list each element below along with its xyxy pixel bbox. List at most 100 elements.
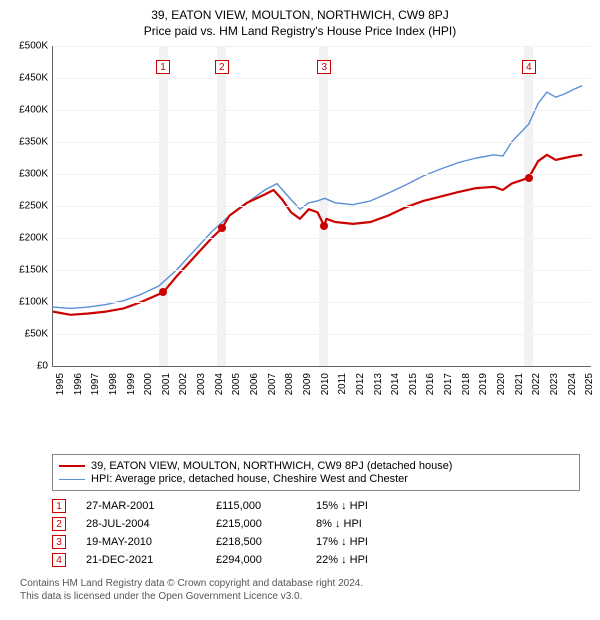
x-tick-label: 2000: [143, 373, 154, 395]
sale-row: 4 21-DEC-2021£294,00022% ↓ HPI: [52, 553, 580, 567]
sale-diff: 22% ↓ HPI: [316, 554, 426, 566]
y-tick-label: £0: [37, 361, 48, 372]
sale-row-index: 4: [52, 553, 66, 567]
x-tick-label: 2015: [408, 373, 419, 395]
x-tick-label: 1996: [73, 373, 84, 395]
y-axis: £0£50K£100K£150K£200K£250K£300K£350K£400…: [8, 46, 50, 366]
sale-date: 19-MAY-2010: [86, 536, 216, 548]
gridline: [53, 270, 591, 271]
x-tick-label: 2023: [549, 373, 560, 395]
footer-line1: Contains HM Land Registry data © Crown c…: [20, 577, 580, 590]
x-tick-label: 2025: [584, 373, 595, 395]
x-tick-label: 1999: [126, 373, 137, 395]
y-tick-label: £400K: [19, 105, 48, 116]
sale-date: 28-JUL-2004: [86, 518, 216, 530]
x-tick-label: 2005: [231, 373, 242, 395]
x-tick-label: 2013: [373, 373, 384, 395]
gridline: [53, 302, 591, 303]
sale-diff: 15% ↓ HPI: [316, 500, 426, 512]
x-tick-label: 2010: [320, 373, 331, 395]
sale-marker-box: 3: [317, 60, 331, 74]
footer-line2: This data is licensed under the Open Gov…: [20, 590, 580, 603]
series-price_paid: [53, 155, 582, 315]
chart-subtitle: Price paid vs. HM Land Registry's House …: [0, 24, 600, 38]
sale-marker-box: 4: [522, 60, 536, 74]
y-tick-label: £150K: [19, 265, 48, 276]
legend: 39, EATON VIEW, MOULTON, NORTHWICH, CW9 …: [52, 454, 580, 491]
sale-diff: 8% ↓ HPI: [316, 518, 426, 530]
sale-price: £218,500: [216, 536, 316, 548]
x-tick-label: 2009: [302, 373, 313, 395]
sale-row-index: 2: [52, 517, 66, 531]
chart-title-address: 39, EATON VIEW, MOULTON, NORTHWICH, CW9 …: [0, 8, 600, 22]
sales-table: 1 27-MAR-2001£115,00015% ↓ HPI 2 28-JUL-200…: [52, 499, 580, 567]
x-tick-label: 2011: [337, 373, 348, 395]
legend-label-hpi: HPI: Average price, detached house, Ches…: [91, 473, 408, 485]
gridline: [53, 142, 591, 143]
y-tick-label: £100K: [19, 297, 48, 308]
x-tick-label: 1998: [108, 373, 119, 395]
footer: Contains HM Land Registry data © Crown c…: [20, 577, 580, 603]
x-axis: 1995 1996 1997 1998 1999 2000 2001 2002 2003 2004…: [52, 369, 590, 409]
sale-point-marker: [320, 222, 328, 230]
x-tick-label: 2003: [196, 373, 207, 395]
sale-row-index: 1: [52, 499, 66, 513]
legend-row-price-paid: 39, EATON VIEW, MOULTON, NORTHWICH, CW9 …: [59, 460, 573, 472]
x-tick-label: 2007: [267, 373, 278, 395]
x-tick-label: 2021: [514, 373, 525, 395]
sale-point-marker: [525, 174, 533, 182]
chart-area: £0 £50K £100K £150K £200K £250K £300K £350K £400…: [8, 46, 592, 406]
y-tick-label: £50K: [25, 329, 48, 340]
y-tick-label: £450K: [19, 73, 48, 84]
gridline: [53, 238, 591, 239]
y-tick-label: £200K: [19, 233, 48, 244]
sale-point-marker: [159, 288, 167, 296]
gridline: [53, 78, 591, 79]
x-tick-label: 2012: [355, 373, 366, 395]
y-tick-label: £300K: [19, 169, 48, 180]
sale-row: 1 27-MAR-2001£115,00015% ↓ HPI: [52, 499, 580, 513]
sale-row: 2 28-JUL-2004£215,0008% ↓ HPI: [52, 517, 580, 531]
sale-date: 27-MAR-2001: [86, 500, 216, 512]
y-tick-label: £350K: [19, 137, 48, 148]
x-tick-label: 2008: [284, 373, 295, 395]
x-tick-label: 2002: [178, 373, 189, 395]
sale-point-marker: [218, 224, 226, 232]
x-tick-label: 2001: [161, 373, 172, 395]
title-block: 39, EATON VIEW, MOULTON, NORTHWICH, CW9 …: [0, 0, 600, 38]
sale-price: £115,000: [216, 500, 316, 512]
x-tick-label: 1997: [90, 373, 101, 395]
gridline: [53, 110, 591, 111]
x-tick-label: 2014: [390, 373, 401, 395]
y-tick-label: £250K: [19, 201, 48, 212]
gridline: [53, 46, 591, 47]
x-tick-label: 1995: [55, 373, 66, 395]
y-tick-label: £500K: [19, 41, 48, 52]
legend-swatch-hpi: [59, 479, 85, 480]
series-hpi: [53, 86, 582, 309]
x-tick-label: 2024: [567, 373, 578, 395]
x-tick-label: 2016: [425, 373, 436, 395]
x-tick-label: 2017: [443, 373, 454, 395]
x-tick-label: 2018: [461, 373, 472, 395]
legend-swatch-price-paid: [59, 465, 85, 467]
x-tick-label: 2020: [496, 373, 507, 395]
x-tick-label: 2004: [214, 373, 225, 395]
x-tick-label: 2006: [249, 373, 260, 395]
sale-diff: 17% ↓ HPI: [316, 536, 426, 548]
sale-price: £294,000: [216, 554, 316, 566]
sale-row-index: 3: [52, 535, 66, 549]
sale-marker-box: 1: [156, 60, 170, 74]
sale-date: 21-DEC-2021: [86, 554, 216, 566]
chart-container: 39, EATON VIEW, MOULTON, NORTHWICH, CW9 …: [0, 0, 600, 620]
plot-region: 1234: [52, 46, 591, 367]
gridline: [53, 174, 591, 175]
sale-price: £215,000: [216, 518, 316, 530]
sale-row: 3 19-MAY-2010£218,50017% ↓ HPI: [52, 535, 580, 549]
x-tick-label: 2019: [478, 373, 489, 395]
legend-label-price-paid: 39, EATON VIEW, MOULTON, NORTHWICH, CW9 …: [91, 460, 452, 472]
gridline: [53, 206, 591, 207]
legend-row-hpi: HPI: Average price, detached house, Ches…: [59, 473, 573, 485]
gridline: [53, 334, 591, 335]
x-tick-label: 2022: [531, 373, 542, 395]
